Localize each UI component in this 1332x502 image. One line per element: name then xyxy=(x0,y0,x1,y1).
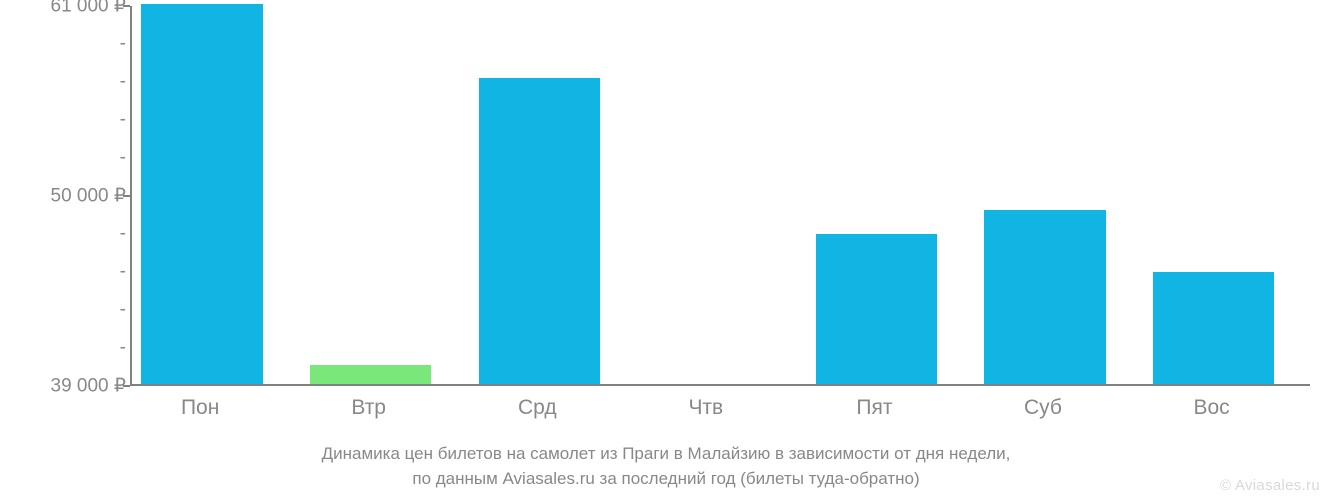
caption-line-2: по данным Aviasales.ru за последний год … xyxy=(412,469,919,488)
y-tick-mark xyxy=(123,5,130,7)
chart-caption: Динамика цен билетов на самолет из Праги… xyxy=(0,442,1332,491)
bar-Пят xyxy=(816,234,937,384)
watermark: © Aviasales.ru xyxy=(1220,477,1320,494)
y-tick-mark xyxy=(123,385,130,387)
y-minor-tick: - xyxy=(118,337,126,359)
y-minor-tick: - xyxy=(118,147,126,169)
y-minor-tick: - xyxy=(118,109,126,131)
y-tick-label: 50 000 ₽ xyxy=(6,185,126,208)
x-label: Суб xyxy=(1024,396,1062,420)
bar-Пон xyxy=(141,4,262,384)
y-tick-mark xyxy=(123,195,130,197)
bar-Втр xyxy=(310,365,431,384)
bars-group xyxy=(132,6,1310,384)
y-minor-tick: - xyxy=(118,223,126,245)
bar-Вос xyxy=(1153,272,1274,384)
x-label: Пон xyxy=(181,396,219,420)
x-label: Вос xyxy=(1193,396,1229,420)
y-minor-tick: - xyxy=(118,71,126,93)
y-tick-label: 61 000 ₽ xyxy=(6,0,126,18)
x-label: Чтв xyxy=(688,396,723,420)
plot-area xyxy=(130,6,1310,386)
y-tick-label: 39 000 ₽ xyxy=(6,375,126,398)
caption-line-1: Динамика цен билетов на самолет из Праги… xyxy=(322,444,1011,463)
x-label: Втр xyxy=(351,396,386,420)
x-label: Пят xyxy=(856,396,892,420)
bar-Срд xyxy=(479,78,600,384)
y-minor-tick: - xyxy=(118,261,126,283)
price-by-weekday-chart: 39 000 ₽ 50 000 ₽ 61 000 ₽ - - - - - - - - Пон Втр С… xyxy=(0,0,1332,502)
y-minor-tick: - xyxy=(118,299,126,321)
y-minor-tick: - xyxy=(118,33,126,55)
bar-Суб xyxy=(984,210,1105,384)
x-label: Срд xyxy=(518,396,557,420)
